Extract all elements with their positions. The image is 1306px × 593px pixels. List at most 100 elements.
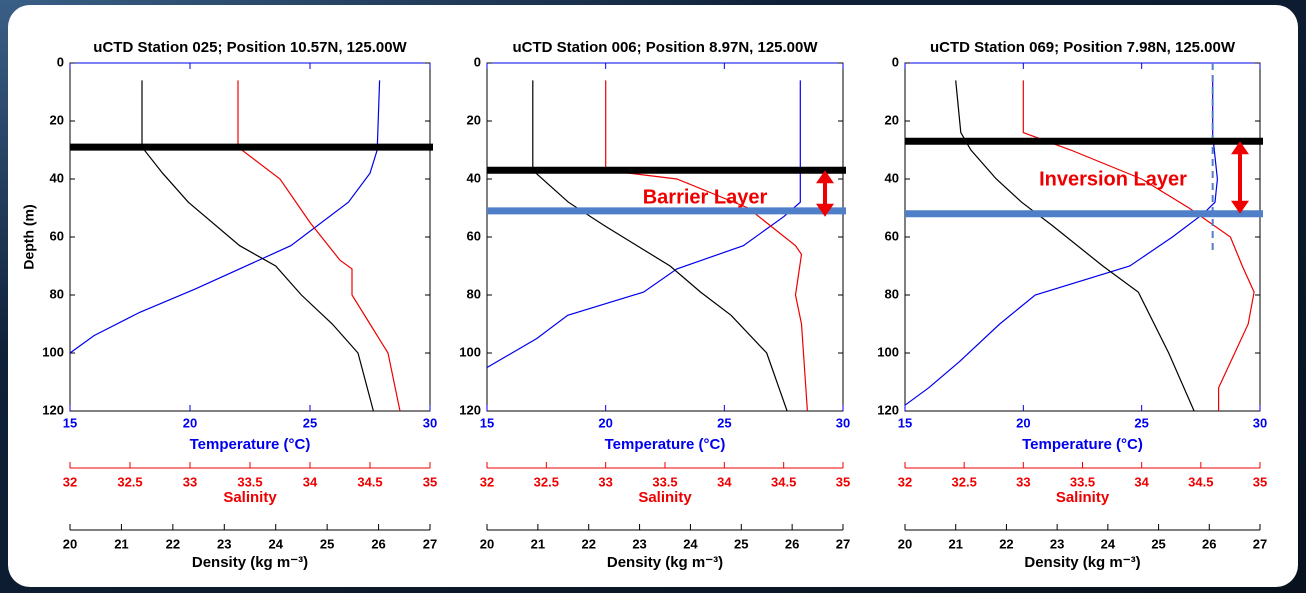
x-tick-label: 25: [320, 536, 334, 551]
y-tick-label: 0: [57, 54, 64, 69]
y-tick-label: 60: [467, 228, 481, 243]
y-tick-label: 100: [877, 344, 899, 359]
x-axis-label: Density (kg m⁻³): [192, 554, 308, 571]
x-tick-label: 24: [1101, 536, 1116, 551]
x-tick-label: 30: [836, 415, 850, 430]
arrow-head: [816, 170, 834, 184]
x-tick-label: 23: [217, 536, 231, 551]
y-tick-label: 120: [877, 402, 899, 417]
x-tick-label: 32: [63, 474, 77, 489]
x-tick-label: 30: [1253, 415, 1267, 430]
x-tick-label: 34.5: [1188, 474, 1213, 489]
y-tick-label: 40: [50, 170, 64, 185]
x-tick-label: 20: [1016, 415, 1030, 430]
annotation: Barrier Layer: [643, 186, 768, 208]
x-tick-label: 32: [480, 474, 494, 489]
x-tick-label: 33.5: [237, 474, 262, 489]
x-tick-label: 25: [1151, 536, 1165, 551]
x-axis-label: Temperature (°C): [190, 436, 311, 453]
chart-title: uCTD Station 006; Position 8.97N, 125.00…: [512, 39, 818, 56]
x-tick-label: 15: [63, 415, 77, 430]
x-tick-label: 25: [1134, 415, 1148, 430]
y-tick-label: 20: [50, 112, 64, 127]
arrow-head: [1231, 200, 1249, 214]
x-tick-label: 32.5: [117, 474, 142, 489]
x-tick-label: 21: [531, 536, 545, 551]
annotation: Inversion Layer: [1039, 168, 1187, 190]
x-tick-label: 32.5: [534, 474, 559, 489]
x-tick-label: 25: [303, 415, 317, 430]
x-tick-label: 22: [581, 536, 595, 551]
y-tick-label: 40: [467, 170, 481, 185]
chart-title: uCTD Station 025; Position 10.57N, 125.0…: [93, 39, 407, 56]
x-tick-label: 24: [683, 536, 698, 551]
x-tick-label: 34.5: [771, 474, 796, 489]
y-tick-label: 20: [467, 112, 481, 127]
profile-line: [532, 80, 788, 412]
x-tick-label: 30: [423, 415, 437, 430]
x-tick-label: 35: [1253, 474, 1267, 489]
x-tick-label: 33.5: [1070, 474, 1095, 489]
x-tick-label: 32.5: [952, 474, 977, 489]
x-axis-label: Salinity: [638, 489, 692, 506]
x-tick-label: 32: [898, 474, 912, 489]
y-tick-label: 120: [42, 402, 64, 417]
profile-line: [904, 80, 1219, 406]
x-tick-label: 34.5: [357, 474, 382, 489]
x-tick-label: 26: [1202, 536, 1216, 551]
x-tick-label: 35: [836, 474, 850, 489]
arrow-head: [1231, 141, 1249, 155]
x-tick-label: 34: [717, 474, 732, 489]
x-tick-label: 21: [948, 536, 962, 551]
x-tick-label: 27: [423, 536, 437, 551]
x-tick-label: 26: [371, 536, 385, 551]
y-tick-label: 80: [885, 286, 899, 301]
x-axis-label: Density (kg m⁻³): [1024, 554, 1140, 571]
x-tick-label: 20: [480, 536, 494, 551]
x-tick-label: 15: [898, 415, 912, 430]
chart-title: uCTD Station 069; Position 7.98N, 125.00…: [930, 39, 1236, 56]
x-tick-label: 22: [999, 536, 1013, 551]
y-tick-label: 40: [885, 170, 899, 185]
x-tick-label: 20: [598, 415, 612, 430]
x-tick-label: 25: [734, 536, 748, 551]
x-tick-label: 26: [785, 536, 799, 551]
y-tick-label: 0: [474, 54, 481, 69]
x-tick-label: 20: [898, 536, 912, 551]
x-tick-label: 33: [183, 474, 197, 489]
y-tick-label: 80: [50, 286, 64, 301]
x-tick-label: 15: [480, 415, 494, 430]
profile-line: [237, 80, 401, 412]
y-axis-label: Depth (m): [21, 204, 37, 269]
x-tick-label: 23: [1050, 536, 1064, 551]
x-axis-label: Density (kg m⁻³): [607, 554, 723, 571]
y-tick-label: 60: [885, 228, 899, 243]
arrow-head: [816, 203, 834, 217]
profile-line: [141, 80, 374, 412]
x-tick-label: 34: [303, 474, 318, 489]
x-tick-label: 27: [836, 536, 850, 551]
y-tick-label: 100: [42, 344, 64, 359]
x-tick-label: 35: [423, 474, 437, 489]
profile-line: [486, 80, 801, 369]
x-tick-label: 20: [183, 415, 197, 430]
y-tick-label: 100: [459, 344, 481, 359]
x-tick-label: 21: [114, 536, 128, 551]
x-tick-label: 23: [632, 536, 646, 551]
x-axis-label: Temperature (°C): [605, 436, 726, 453]
y-tick-label: 0: [892, 54, 899, 69]
x-axis-label: Salinity: [223, 489, 277, 506]
x-tick-label: 24: [268, 536, 283, 551]
y-tick-label: 60: [50, 228, 64, 243]
x-tick-label: 33.5: [652, 474, 677, 489]
x-tick-label: 20: [63, 536, 77, 551]
x-axis-label: Temperature (°C): [1022, 436, 1143, 453]
x-axis-label: Salinity: [1056, 489, 1110, 506]
y-tick-label: 80: [467, 286, 481, 301]
profile-line: [69, 80, 381, 354]
x-tick-label: 25: [717, 415, 731, 430]
x-tick-label: 22: [166, 536, 180, 551]
x-tick-label: 33: [1016, 474, 1030, 489]
x-tick-label: 27: [1253, 536, 1267, 551]
